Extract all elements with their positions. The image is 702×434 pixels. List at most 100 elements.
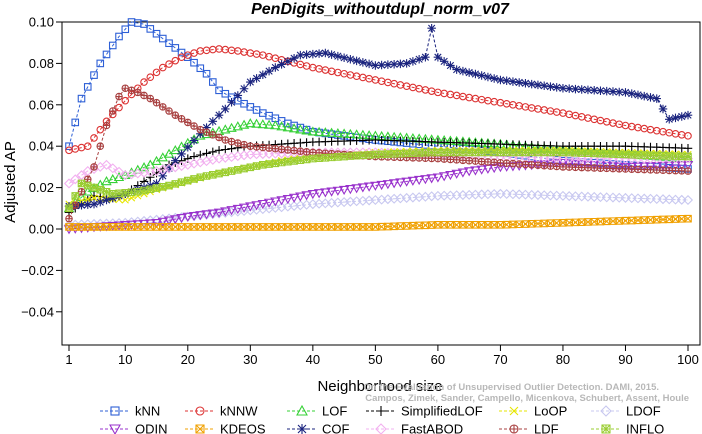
point-ldf [646,166,655,174]
point-odin [470,166,481,176]
point-ldf [452,156,461,164]
point-cof [396,59,405,69]
point-cof [421,52,430,62]
legend-label: COF [322,422,350,434]
point-cof [164,164,174,173]
point-cof [677,112,686,121]
point-fastabod [113,166,125,177]
point-ldof [495,188,506,199]
point-cof [602,86,611,96]
point-odin [163,216,175,226]
point-knn [177,48,186,57]
point-odin [326,187,337,197]
point-ldf [183,118,192,127]
point-odin [426,174,437,184]
point-cof [527,79,536,89]
point-lof [245,118,256,128]
legend-label: LDOF [626,404,661,419]
point-ldf [71,201,80,209]
legend-item-fastabod: FastABOD [366,422,463,434]
point-cof [439,57,449,66]
point-ldf [115,92,123,101]
point-ldof [532,190,543,201]
point-ldf [615,165,624,173]
legend-marker [509,424,519,434]
point-ldf [471,157,480,165]
point-odin [113,221,125,231]
point-ldf [490,158,498,167]
point-odin [682,161,694,171]
point-inflo [209,170,217,179]
point-inflo [371,150,380,159]
point-inflo [415,149,423,157]
point-inflo [83,181,92,190]
x-tick-label: 90 [618,352,632,367]
point-knn [96,59,105,68]
point-ldof [514,189,525,200]
legend-item-loop: LoOP [499,404,567,419]
point-ldof [576,191,587,202]
point-ldof [507,189,518,200]
point-ldf [596,164,605,172]
point-ldof [639,193,650,204]
point-inflo [346,152,355,160]
series-kdeos [65,214,692,231]
point-lof [295,124,306,134]
point-loop [90,194,98,202]
point-ldf [196,125,205,134]
point-knnw [90,134,98,142]
point-odin [257,199,269,210]
point-knnw [190,49,198,57]
point-cof [414,55,424,64]
legend-marker [109,424,121,434]
point-inflo [402,149,411,158]
point-knn [158,34,167,43]
point-inflo [121,188,130,197]
point-ldf [590,164,599,172]
point-odin [451,169,462,179]
point-inflo [515,148,523,157]
y-tick-label: 0.10 [29,15,54,30]
point-kdeos [296,223,305,231]
point-odin [313,189,325,199]
point-ldof [539,190,550,201]
point-odin [345,185,356,195]
point-inflo [302,155,311,164]
point-inflo [71,192,80,200]
point-knn [71,118,80,127]
x-tick-label: 100 [677,352,699,367]
y-tick-label: 0.02 [29,180,54,195]
point-cof [427,23,436,33]
point-ldf [177,115,186,123]
point-inflo [146,185,155,194]
legend-marker [195,424,205,434]
point-knn [202,69,211,78]
series-line-knn [68,21,689,170]
point-ldf [215,133,223,142]
point-ldof [595,192,606,203]
point-knnw [121,96,130,105]
point-inflo [546,148,555,157]
point-inflo [477,148,486,157]
point-odin [407,176,419,186]
point-odin [107,221,118,232]
point-lof [313,126,325,136]
legend-label: LOF [322,404,347,419]
point-inflo [65,204,73,213]
legend-marker [509,406,519,416]
point-ldf [265,144,273,152]
point-ldof [657,194,669,205]
point-lof [232,121,244,131]
legend: kNN kNNW LOF SimplifiedLOF LoOP LDOF ODIN KDEOS… [100,404,664,434]
point-cof [321,48,330,58]
point-kdeos [546,219,555,228]
point-cof [258,70,268,80]
point-inflo [183,176,192,185]
point-cof [408,57,418,66]
point-inflo [296,156,305,164]
point-kdeos [346,223,355,231]
legend-item-ldof: LDOF [591,404,661,419]
point-cof [596,86,605,95]
point-ldf [565,163,574,171]
